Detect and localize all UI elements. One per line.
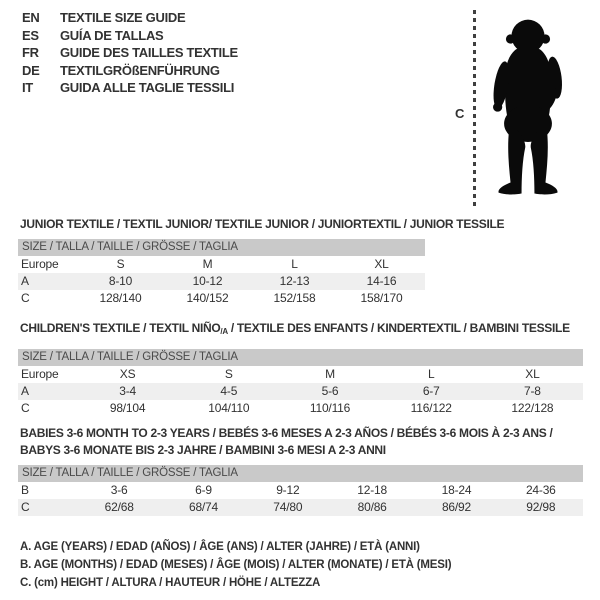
table-cell: 12-18 (357, 483, 387, 497)
table-cell: XL (525, 367, 540, 381)
size-header-bar: SIZE / TALLA / TAILLE / GRÖSSE / TAGLIA (18, 239, 425, 256)
table-cell: 152/158 (273, 291, 316, 305)
title-text: / TEXTILE DES ENFANTS / KINDERTEXTIL / B… (227, 321, 570, 335)
table-cell: 9-12 (276, 483, 300, 497)
table-cell: 104/110 (208, 401, 250, 415)
table-row: Europe S M L XL (18, 256, 425, 273)
table-cell: 5-6 (321, 384, 339, 398)
table-cell: 6-9 (195, 483, 212, 497)
baby-silhouette-icon (493, 19, 562, 195)
row-label: Europe (21, 367, 59, 381)
language-label: GUIDE DES TAILLES TEXTILE (60, 45, 238, 61)
language-code: ES (22, 27, 39, 43)
table-row: Europe XS S M L XL (18, 366, 583, 383)
table-cell: 62/68 (104, 500, 134, 514)
table-cell: S (116, 257, 125, 271)
row-label: C (21, 401, 30, 415)
table-cell: 3-4 (119, 384, 136, 398)
title-line: BABYS 3-6 MONATE BIS 2-3 JAHRE / BAMBINI… (20, 442, 386, 457)
table-cell: 10-12 (192, 274, 223, 288)
table-cell: 158/170 (360, 291, 403, 305)
table-cell: 98/104 (109, 401, 146, 415)
footnotes: A. AGE (YEARS) / EDAD (AÑOS) / ÂGE (ANS)… (20, 538, 452, 592)
language-label: GUIDA ALLE TAGLIE TESSILI (60, 80, 235, 96)
language-row: EN TEXTILE SIZE GUIDE (22, 9, 238, 27)
table-cell: XS (119, 367, 136, 381)
height-measure-label: C (455, 106, 465, 121)
table-cell: L (427, 367, 435, 381)
row-label: A (21, 274, 29, 288)
language-row: IT GUIDA ALLE TAGLIE TESSILI (22, 79, 238, 97)
table-cell: XL (374, 257, 389, 271)
junior-size-table: SIZE / TALLA / TAILLE / GRÖSSE / TAGLIA … (18, 239, 425, 307)
table-cell: 74/80 (273, 500, 303, 514)
row-label: B (21, 483, 29, 497)
title-line: BABIES 3-6 MONTH TO 2-3 YEARS / BEBÉS 3-… (20, 426, 553, 440)
size-header-bar: SIZE / TALLA / TAILLE / GRÖSSE / TAGLIA (18, 465, 583, 482)
language-label: TEXTILE SIZE GUIDE (60, 10, 186, 26)
table-cell: 8-10 (108, 274, 133, 288)
babies-size-table: SIZE / TALLA / TAILLE / GRÖSSE / TAGLIA … (18, 465, 583, 516)
footnote-b: B. AGE (MONTHS) / EDAD (MESES) / ÂGE (MO… (20, 559, 452, 571)
table-cell: 110/116 (309, 401, 351, 415)
table-cell: 122/128 (511, 401, 554, 415)
table-row: C 62/68 68/74 74/80 80/86 86/92 92/98 (18, 499, 583, 516)
table-cell: 128/140 (99, 291, 142, 305)
section-title-children: CHILDREN'S TEXTILE / TEXTIL NIÑO/A / TEX… (20, 321, 570, 336)
table-cell: 24-36 (525, 483, 556, 497)
table-cell: 116/122 (410, 401, 452, 415)
language-code: EN (22, 10, 40, 26)
title-text: CHILDREN'S TEXTILE / TEXTIL NIÑO (20, 321, 221, 335)
row-label: C (21, 291, 30, 305)
table-cell: 6-7 (422, 384, 440, 398)
table-cell: 80/86 (357, 500, 387, 514)
language-list: EN TEXTILE SIZE GUIDE ES GUÍA DE TALLAS … (22, 9, 238, 97)
table-cell: 7-8 (524, 384, 541, 398)
children-size-table: SIZE / TALLA / TAILLE / GRÖSSE / TAGLIA … (18, 349, 583, 417)
table-cell: 12-13 (279, 274, 310, 288)
language-label: TEXTILGRÖßENFÜHRUNG (60, 62, 220, 78)
table-cell: S (224, 367, 233, 381)
table-cell: 140/152 (186, 291, 229, 305)
table-cell: L (291, 257, 298, 271)
table-row: B 3-6 6-9 9-12 12-18 18-24 24-36 (18, 482, 583, 499)
table-row: A 8-10 10-12 12-13 14-16 (18, 273, 425, 290)
row-label: C (21, 500, 30, 514)
table-row: C 98/104 104/110 110/116 116/122 122/128 (18, 400, 583, 417)
row-label: A (21, 384, 29, 398)
language-code: DE (22, 62, 40, 78)
table-cell: 92/98 (526, 500, 556, 514)
language-row: DE TEXTILGRÖßENFÜHRUNG (22, 62, 238, 80)
section-title-babies: BABIES 3-6 MONTH TO 2-3 YEARS / BEBÉS 3-… (20, 425, 553, 458)
language-row: ES GUÍA DE TALLAS (22, 27, 238, 45)
table-cell: M (202, 257, 213, 271)
table-cell: 86/92 (441, 500, 471, 514)
table-cell: 4-5 (220, 384, 238, 398)
language-row: FR GUIDE DES TAILLES TEXTILE (22, 44, 238, 62)
row-label: Europe (21, 257, 59, 271)
section-title-junior: JUNIOR TEXTILE / TEXTIL JUNIOR/ TEXTILE … (20, 217, 505, 231)
table-row: C 128/140 140/152 152/158 158/170 (18, 290, 425, 307)
size-header-bar: SIZE / TALLA / TAILLE / GRÖSSE / TAGLIA (18, 349, 583, 366)
table-cell: 14-16 (366, 274, 397, 288)
dashed-height-line (473, 10, 476, 207)
language-code: FR (22, 45, 39, 61)
title-subscript: /A (220, 327, 228, 336)
language-code: IT (22, 80, 33, 96)
table-cell: 3-6 (110, 483, 128, 497)
table-cell: 68/74 (188, 500, 218, 514)
footnote-c: C. (cm) HEIGHT / ALTURA / HAUTEUR / HÖHE… (20, 577, 321, 589)
table-cell: 18-24 (441, 483, 472, 497)
language-label: GUÍA DE TALLAS (60, 27, 164, 43)
footnote-a: A. AGE (YEARS) / EDAD (AÑOS) / ÂGE (ANS)… (20, 541, 420, 553)
table-row: A 3-4 4-5 5-6 6-7 7-8 (18, 383, 583, 400)
table-cell: M (325, 367, 335, 381)
